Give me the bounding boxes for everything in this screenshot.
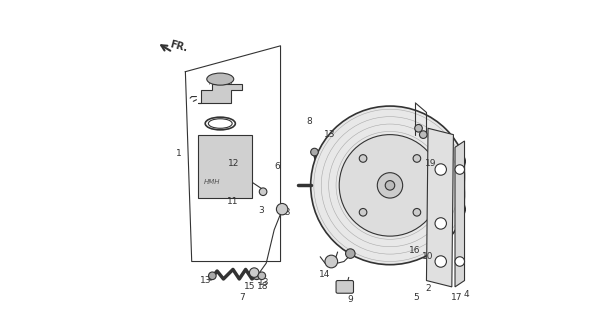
Text: 18: 18 <box>256 282 268 292</box>
Text: 1: 1 <box>176 149 182 158</box>
Circle shape <box>253 272 261 280</box>
Circle shape <box>311 148 319 156</box>
Circle shape <box>359 155 367 162</box>
Circle shape <box>435 256 446 267</box>
Text: 2: 2 <box>425 284 431 293</box>
Text: 13: 13 <box>258 278 269 287</box>
Circle shape <box>339 135 441 236</box>
Ellipse shape <box>207 73 234 85</box>
Circle shape <box>419 131 427 139</box>
Text: 10: 10 <box>422 252 433 261</box>
Polygon shape <box>426 128 453 287</box>
Text: HMH: HMH <box>204 179 221 185</box>
Circle shape <box>250 268 259 277</box>
Circle shape <box>346 249 355 258</box>
Circle shape <box>377 173 403 198</box>
Text: 12: 12 <box>228 159 240 168</box>
Text: 3: 3 <box>259 206 264 215</box>
Circle shape <box>413 209 421 216</box>
Text: 14: 14 <box>319 270 331 279</box>
Bar <box>198 135 252 198</box>
Circle shape <box>260 188 267 196</box>
Circle shape <box>435 164 446 175</box>
Circle shape <box>455 165 464 174</box>
Text: 11: 11 <box>227 197 239 206</box>
Circle shape <box>208 272 216 280</box>
Text: 13: 13 <box>200 276 211 285</box>
Text: 19: 19 <box>425 159 436 168</box>
Circle shape <box>435 218 446 229</box>
Text: 9: 9 <box>347 295 353 304</box>
Circle shape <box>455 257 464 266</box>
Text: 8: 8 <box>306 117 312 126</box>
Text: 7: 7 <box>240 293 245 302</box>
Circle shape <box>413 155 421 162</box>
Text: 13: 13 <box>324 130 335 139</box>
Text: 5: 5 <box>413 293 419 302</box>
Text: 16: 16 <box>408 246 420 255</box>
Text: 13: 13 <box>280 208 292 217</box>
FancyBboxPatch shape <box>336 281 354 293</box>
Circle shape <box>325 255 338 268</box>
Text: FR.: FR. <box>169 39 189 53</box>
Text: 4: 4 <box>463 290 469 299</box>
Circle shape <box>385 180 395 190</box>
Circle shape <box>276 204 288 215</box>
Polygon shape <box>455 141 464 287</box>
Text: 15: 15 <box>244 282 255 292</box>
Circle shape <box>258 272 266 280</box>
Polygon shape <box>198 84 242 103</box>
Text: 6: 6 <box>274 162 280 171</box>
Circle shape <box>311 106 469 265</box>
Circle shape <box>359 209 367 216</box>
Circle shape <box>415 124 423 132</box>
Text: 17: 17 <box>451 293 462 302</box>
